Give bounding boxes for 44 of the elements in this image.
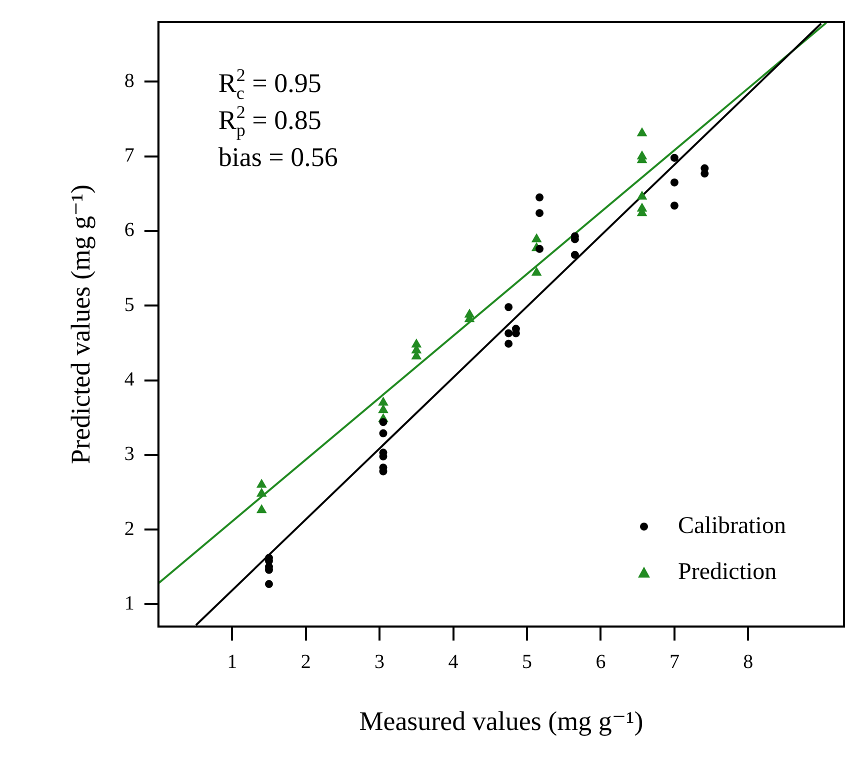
point	[536, 244, 544, 253]
point	[670, 178, 678, 186]
x-tick-label: 8	[743, 650, 754, 673]
point	[670, 202, 678, 210]
point	[379, 418, 388, 426]
x-tick-label: 7	[669, 650, 680, 673]
x-tick-label: 2	[300, 650, 311, 673]
x-tick-label: 3	[374, 650, 385, 673]
annotation: bias = 0.56	[218, 142, 338, 172]
point	[531, 266, 542, 276]
point	[536, 209, 544, 218]
y-axis-title: Predicted values (mg g⁻¹)	[65, 184, 96, 464]
point	[378, 396, 388, 406]
x-axis-title: Measured values (mg g⁻¹)	[359, 706, 644, 736]
point	[531, 233, 542, 242]
x-tick-label: 1	[227, 650, 238, 673]
point	[378, 404, 388, 414]
legend-label: Calibration	[678, 512, 786, 539]
y-tick-label: 1	[124, 592, 134, 614]
point	[504, 340, 513, 348]
point	[636, 190, 648, 200]
point	[536, 193, 544, 202]
point	[504, 329, 513, 338]
point	[256, 478, 267, 488]
y-tick-label: 7	[124, 144, 134, 167]
x-tick-label: 4	[448, 650, 458, 673]
y-tick-label: 2	[124, 518, 134, 540]
point	[570, 250, 579, 259]
point	[670, 154, 678, 162]
point	[636, 127, 648, 136]
y-tick-label: 4	[124, 368, 134, 391]
y-tick-label: 6	[124, 219, 134, 242]
y-tick-label: 8	[124, 70, 134, 92]
point	[256, 504, 267, 514]
y-tick-label: 3	[124, 443, 134, 466]
point	[504, 303, 513, 312]
y-tick-label: 5	[124, 294, 134, 316]
legend-label: Prediction	[678, 558, 777, 585]
x-tick-label: 5	[522, 650, 532, 673]
point	[256, 488, 267, 497]
point	[700, 170, 709, 178]
point	[264, 580, 273, 588]
x-tick-label: 6	[596, 650, 606, 673]
point	[379, 429, 388, 438]
